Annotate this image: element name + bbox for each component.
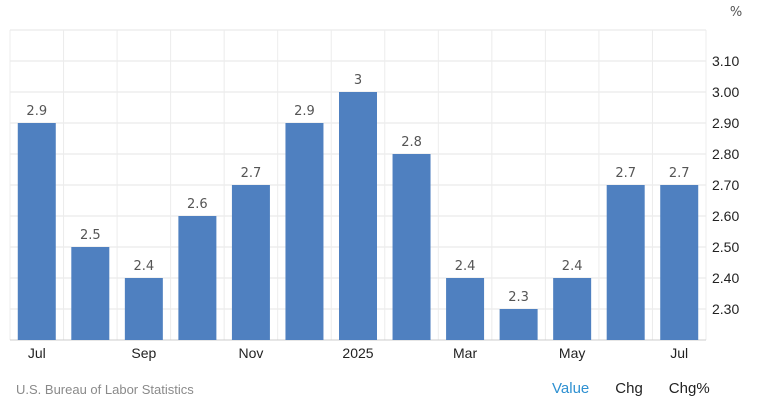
tab-value[interactable]: Value bbox=[552, 380, 590, 397]
bar-value-label: 2.4 bbox=[134, 259, 155, 274]
bar bbox=[124, 278, 163, 340]
bar bbox=[499, 309, 538, 340]
chart-bars: 2.9 2.5 2.4 2.6 2.7 2.9 3 2.8 2.4 2.3 2.4 2.7 2.7 bbox=[17, 73, 699, 340]
x-tick-label: 2025 bbox=[342, 345, 373, 361]
y-tick-label: 2.70 bbox=[712, 177, 739, 193]
y-tick-label: 2.50 bbox=[712, 239, 739, 255]
x-tick-label: Sep bbox=[131, 345, 156, 361]
bar-value-label: 2.9 bbox=[294, 104, 315, 119]
bar-value-label: 2.7 bbox=[615, 166, 636, 181]
bar-value-label: 2.9 bbox=[26, 104, 47, 119]
bar bbox=[660, 185, 699, 340]
y-axis-labels: 2.30 2.40 2.50 2.60 2.70 2.80 2.90 3.00 3.10 bbox=[712, 53, 739, 317]
bar-value-label: 2.6 bbox=[187, 197, 208, 212]
tab-chg-percent[interactable]: Chg% bbox=[668, 380, 710, 397]
x-tick-label: Mar bbox=[453, 345, 477, 361]
y-tick-label: 3.00 bbox=[712, 84, 739, 100]
y-tick-label: 2.60 bbox=[712, 208, 739, 224]
bar-value-label: 2.3 bbox=[508, 290, 529, 305]
bar-value-label: 2.7 bbox=[241, 166, 262, 181]
x-axis-labels: Jul Sep Nov 2025 Mar May Jul bbox=[28, 345, 688, 361]
y-tick-label: 2.80 bbox=[712, 146, 739, 162]
bar bbox=[231, 185, 270, 340]
x-tick-label: May bbox=[559, 345, 585, 361]
y-tick-label: 2.30 bbox=[712, 301, 739, 317]
bar-value-label: 2.4 bbox=[455, 259, 476, 274]
bar-value-label: 2.8 bbox=[401, 135, 422, 150]
bar bbox=[553, 278, 592, 340]
value-mode-tabs: Value Chg Chg% bbox=[552, 380, 710, 397]
bar-value-label: 3 bbox=[354, 73, 362, 88]
bar bbox=[178, 216, 217, 340]
bar bbox=[71, 247, 110, 340]
bar-value-label: 2.7 bbox=[669, 166, 690, 181]
x-tick-label: Jul bbox=[28, 345, 46, 361]
bar bbox=[285, 123, 324, 340]
y-tick-label: 2.90 bbox=[712, 115, 739, 131]
bar bbox=[17, 123, 56, 340]
y-tick-label: 2.40 bbox=[712, 270, 739, 286]
y-axis-unit: % bbox=[730, 5, 742, 20]
bar bbox=[606, 185, 645, 340]
tab-chg[interactable]: Chg bbox=[615, 380, 643, 397]
bar-value-label: 2.4 bbox=[562, 259, 583, 274]
bar bbox=[392, 154, 431, 340]
y-tick-label: 3.10 bbox=[712, 53, 739, 69]
x-tick-label: Nov bbox=[238, 345, 263, 361]
x-tick-label: Jul bbox=[670, 345, 688, 361]
source-label: U.S. Bureau of Labor Statistics bbox=[16, 382, 194, 397]
bar-value-label: 2.5 bbox=[80, 228, 101, 243]
bar bbox=[446, 278, 485, 340]
bar bbox=[339, 92, 377, 340]
